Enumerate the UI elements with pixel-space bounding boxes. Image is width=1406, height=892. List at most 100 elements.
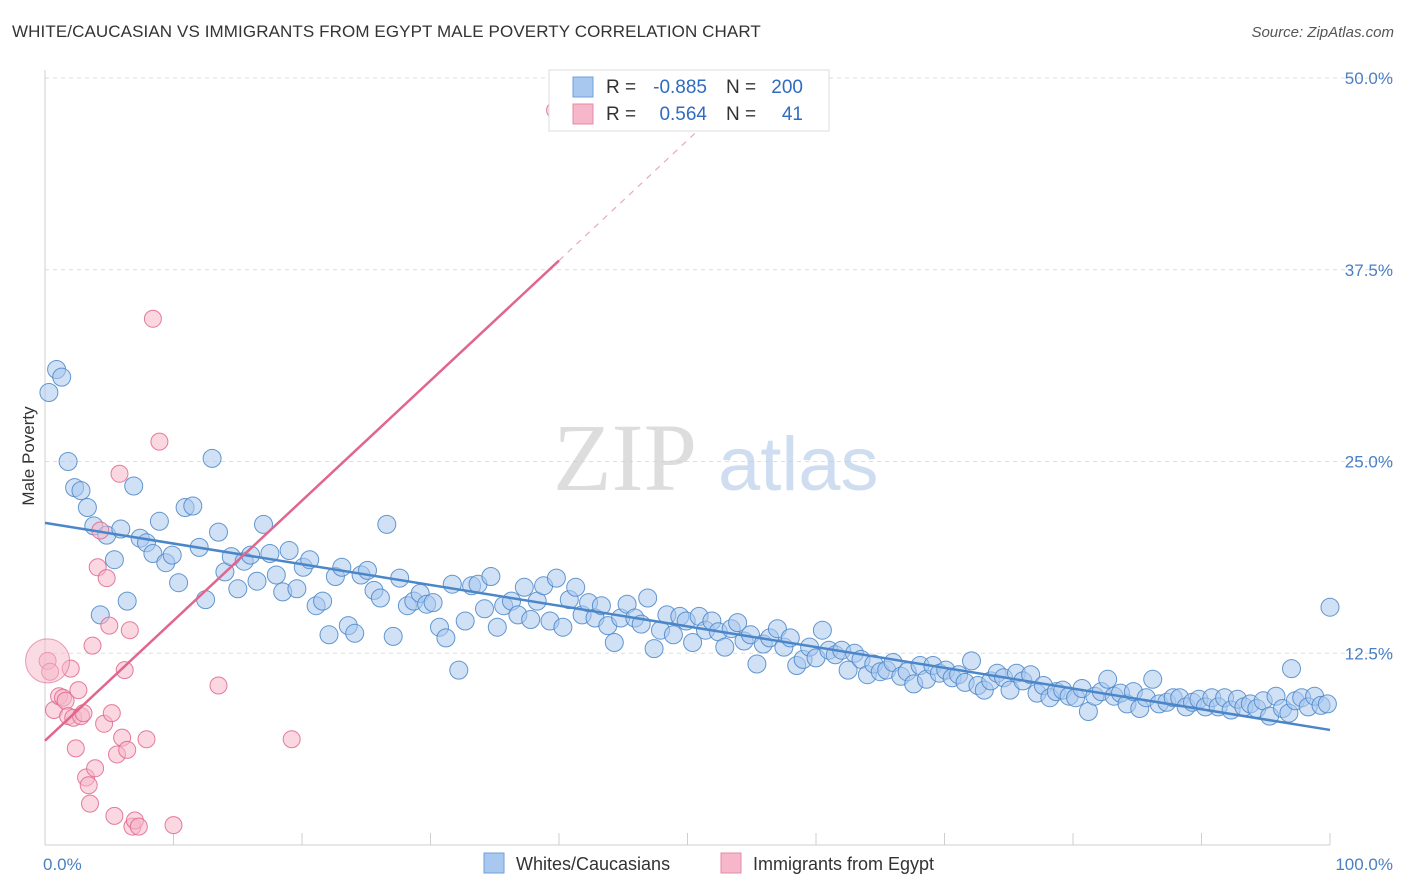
- data-point-egypt: [164, 816, 183, 835]
- data-point-whites: [279, 541, 299, 560]
- data-point-whites: [58, 452, 78, 471]
- stats-r-label-whites: R =: [606, 77, 636, 98]
- series-whites-points: [39, 360, 1340, 726]
- x-tick-label-min: 0.0%: [43, 855, 82, 874]
- data-point-whites: [487, 617, 507, 637]
- data-point-egypt: [100, 616, 119, 635]
- data-point-whites: [1021, 665, 1041, 685]
- data-point-whites: [77, 498, 97, 517]
- data-point-egypt: [115, 661, 134, 680]
- data-point-whites: [546, 568, 566, 588]
- trend-line-whites: [44, 521, 1331, 732]
- data-point-whites: [715, 637, 735, 657]
- data-point-whites: [169, 573, 189, 593]
- data-point-whites: [247, 571, 267, 591]
- stats-r-value-egypt: 0.564: [659, 104, 707, 125]
- data-point-whites: [319, 625, 339, 645]
- data-point-egypt: [282, 730, 301, 749]
- data-point-whites: [266, 565, 286, 585]
- watermark-atlas: atlas: [718, 422, 879, 507]
- series-legend: Whites/Caucasians Immigrants from Egypt: [483, 852, 934, 874]
- trend-line-egypt: [44, 259, 560, 742]
- y-tick-label: 50.0%: [1345, 69, 1393, 88]
- data-point-whites: [962, 651, 981, 671]
- data-point-egypt: [105, 806, 124, 825]
- watermark-zip: ZIP: [553, 404, 697, 511]
- data-point-egypt: [83, 636, 102, 655]
- stats-r-label-egypt: R =: [606, 104, 636, 125]
- data-point-whites: [1098, 669, 1118, 689]
- data-point-egypt: [69, 681, 88, 700]
- data-point-whites: [1317, 694, 1337, 714]
- data-point-egypt: [74, 704, 93, 723]
- stats-n-value-egypt: 41: [782, 104, 803, 125]
- data-point-egypt: [66, 739, 85, 758]
- data-point-whites: [481, 567, 501, 586]
- data-point-whites: [254, 514, 273, 534]
- data-point-whites: [838, 660, 858, 680]
- data-point-whites: [1143, 669, 1163, 689]
- data-point-egypt: [120, 621, 139, 640]
- data-point-whites: [196, 590, 216, 610]
- y-tick-label: 37.5%: [1345, 261, 1393, 280]
- data-point-whites: [812, 620, 832, 640]
- data-point-whites: [591, 596, 611, 616]
- stats-swatch-egypt: [572, 103, 594, 125]
- data-point-whites: [1282, 659, 1301, 679]
- data-point-whites: [209, 522, 228, 542]
- data-point-whites: [604, 633, 624, 652]
- data-point-whites: [370, 588, 390, 608]
- data-point-whites: [332, 557, 352, 577]
- data-point-whites: [162, 545, 182, 565]
- stats-n-label-egypt: N =: [726, 104, 756, 125]
- data-point-whites: [117, 591, 137, 611]
- data-point-egypt: [81, 794, 99, 813]
- data-point-whites: [638, 588, 658, 608]
- data-point-egypt: [110, 464, 129, 483]
- data-point-whites: [566, 577, 586, 597]
- data-point-whites: [39, 383, 59, 402]
- y-axis-label: Male Poverty: [19, 406, 38, 506]
- data-point-whites: [521, 610, 541, 629]
- data-point-whites: [663, 625, 683, 645]
- data-point-egypt: [137, 730, 156, 749]
- data-point-whites: [455, 611, 475, 631]
- data-point-egypt: [143, 309, 162, 328]
- source-label: Source: ZipAtlas.com: [1251, 24, 1394, 41]
- data-point-whites: [202, 448, 222, 468]
- data-point-whites: [345, 623, 365, 643]
- data-point-whites: [124, 476, 144, 496]
- data-point-whites: [104, 550, 124, 570]
- data-point-whites: [383, 626, 403, 646]
- data-point-whites: [683, 633, 703, 652]
- data-point-whites: [183, 496, 203, 516]
- data-point-egypt: [150, 432, 169, 451]
- x-tick-label-max: 100.0%: [1335, 855, 1393, 874]
- data-point-whites: [52, 367, 72, 387]
- data-point-whites: [423, 593, 443, 613]
- data-point-whites: [313, 591, 333, 611]
- data-point-whites: [475, 599, 494, 619]
- legend-swatch-whites: [483, 852, 505, 874]
- data-point-whites: [1320, 597, 1340, 617]
- trend-line-egypt-extension: [558, 109, 721, 261]
- stats-swatch-whites: [572, 76, 594, 98]
- legend-label-whites: Whites/Caucasians: [516, 854, 670, 874]
- data-point-whites: [728, 613, 748, 633]
- stats-n-label-whites: N =: [726, 77, 756, 98]
- y-tick-label: 25.0%: [1345, 453, 1393, 472]
- data-point-whites: [228, 579, 248, 599]
- data-point-whites: [71, 481, 91, 501]
- data-point-egypt: [118, 740, 137, 759]
- data-point-whites: [377, 514, 397, 534]
- data-point-whites: [644, 639, 664, 659]
- trend-lines: [44, 109, 1331, 742]
- data-point-egypt: [97, 569, 116, 588]
- data-point-egypt: [209, 676, 228, 695]
- data-point-whites: [514, 577, 534, 597]
- data-point-whites: [143, 544, 163, 563]
- data-point-whites: [287, 579, 307, 599]
- data-point-whites: [1000, 680, 1020, 700]
- data-point-whites: [449, 660, 469, 680]
